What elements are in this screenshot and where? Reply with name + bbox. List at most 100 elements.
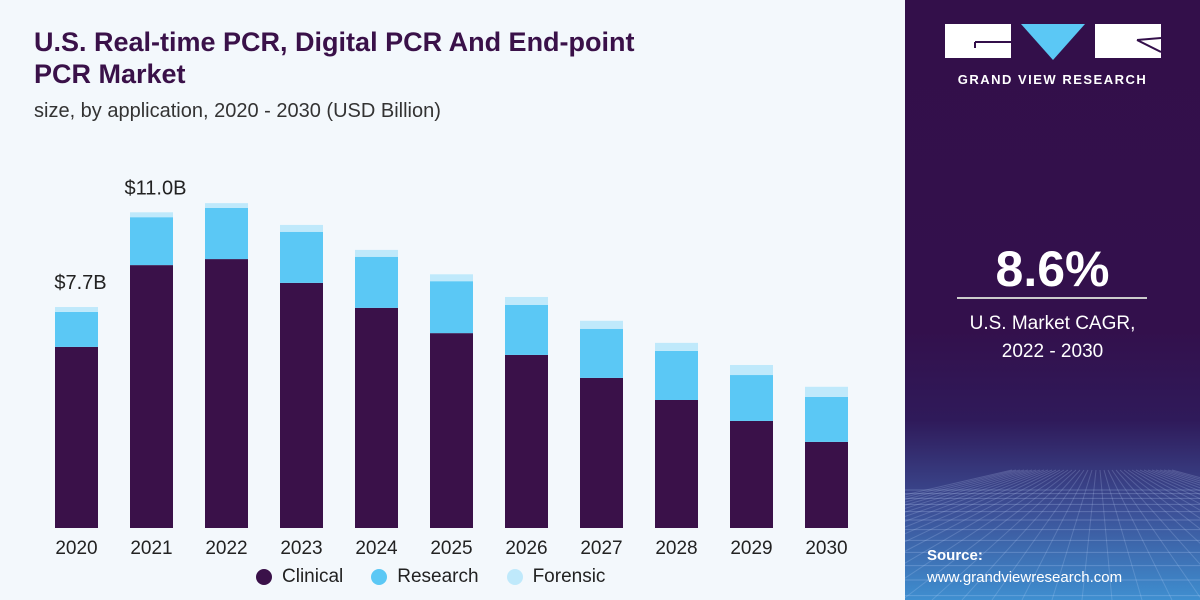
grid-line <box>905 469 1069 579</box>
bar-clinical-2027 <box>580 377 623 528</box>
grid-line <box>1139 469 1200 500</box>
side-panel: GRAND VIEW RESEARCH 8.6% U.S. Market CAG… <box>905 0 1200 600</box>
x-tick-label: 2024 <box>355 538 398 559</box>
grid-line <box>991 469 1085 600</box>
cagr-label-line1: U.S. Market CAGR, <box>969 313 1136 334</box>
grid-line <box>1081 469 1097 600</box>
grid-line <box>1021 469 1089 600</box>
grid-line <box>961 469 1081 600</box>
cagr-value: 8.6% <box>995 241 1110 297</box>
bar-clinical-2021 <box>130 265 173 528</box>
legend-swatch-research <box>371 569 388 585</box>
legend-item-clinical: Clinical <box>256 566 343 588</box>
x-tick-label: 2029 <box>730 538 772 559</box>
grid-line <box>1103 469 1143 600</box>
grid-line <box>905 469 1073 599</box>
bar-research-2024 <box>355 256 398 308</box>
legend-label-research: Research <box>397 566 479 587</box>
grid-line <box>905 469 1045 522</box>
grid-line <box>1143 469 1200 495</box>
grid-line <box>905 469 1017 498</box>
x-tick-label: 2021 <box>130 538 172 559</box>
bar-forensic-2030 <box>805 386 848 397</box>
bar-chart: 2020 $7.7B 2021 $11.0B 2022 2023 2024 2025 2026 2… <box>54 177 848 559</box>
x-tick-label: 2030 <box>805 538 847 559</box>
bar-clinical-2022 <box>205 259 248 528</box>
bar-research-2029 <box>730 375 773 421</box>
grid-line <box>905 469 1061 552</box>
data-label-2021: $11.0B <box>125 177 187 199</box>
x-tick-label: 2026 <box>505 538 547 559</box>
legend: Clinical Research Forensic <box>256 566 605 588</box>
bar-research-2022 <box>205 207 248 260</box>
bar-forensic-2025 <box>430 274 473 282</box>
grid-line <box>1099 469 1113 600</box>
bar-clinical-2029 <box>730 420 773 528</box>
bar-forensic-2028 <box>655 342 698 351</box>
bar-forensic-2024 <box>355 249 398 257</box>
grid-line <box>905 469 1065 564</box>
bar-research-2021 <box>130 217 173 266</box>
grid-background <box>905 469 1200 600</box>
legend-swatch-forensic <box>506 569 523 585</box>
grid-line <box>905 469 1025 503</box>
grid-line <box>1127 469 1200 519</box>
source-label: Source: <box>927 547 983 564</box>
grid-line <box>905 469 1021 500</box>
grid-line <box>1111 469 1200 598</box>
grid-line <box>931 469 1077 600</box>
cagr-label-line2: 2022 - 2030 <box>1001 341 1104 362</box>
divider <box>957 297 1147 299</box>
bar-forensic-2023 <box>280 224 323 232</box>
grid-line <box>1123 469 1200 530</box>
bar-research-2027 <box>580 328 623 378</box>
grid-line <box>1107 469 1173 600</box>
source: Source: www.grandviewresearch.com <box>927 545 1122 589</box>
bar-forensic-2022 <box>205 203 248 208</box>
x-tick-label: 2022 <box>205 538 247 559</box>
x-tick-label: 2028 <box>655 538 697 559</box>
bar-clinical-2020 <box>55 346 98 528</box>
chart-title: U.S. Real-time PCR, Digital PCR And End-… <box>34 27 635 89</box>
chart-subtitle: size, by application, 2020 - 2030 (USD B… <box>34 100 441 122</box>
grid-line <box>1051 469 1093 600</box>
bar-forensic-2021 <box>130 212 173 218</box>
data-label-2020: $7.7B <box>54 272 106 294</box>
bar-research-2028 <box>655 350 698 400</box>
bar-clinical-2024 <box>355 307 398 528</box>
bar-research-2025 <box>430 281 473 334</box>
bar-clinical-2028 <box>655 399 698 528</box>
grid-line <box>1119 469 1200 544</box>
x-tick-label: 2020 <box>55 538 97 559</box>
bar-clinical-2025 <box>430 333 473 528</box>
grid-line <box>1131 469 1200 511</box>
bar-research-2020 <box>55 311 98 347</box>
x-tick-label: 2027 <box>580 538 622 559</box>
grid-line <box>905 469 1029 506</box>
legend-label-forensic: Forensic <box>532 566 606 587</box>
bar-forensic-2029 <box>730 364 773 376</box>
x-tick-label: 2023 <box>280 538 322 559</box>
legend-label-clinical: Clinical <box>282 566 344 587</box>
grid-line <box>905 469 1053 535</box>
x-tick-label: 2025 <box>430 538 472 559</box>
grid-line <box>905 469 1049 528</box>
source-url[interactable]: www.grandviewresearch.com <box>927 569 1123 586</box>
bar-clinical-2023 <box>280 282 323 528</box>
legend-swatch-clinical <box>256 569 272 585</box>
bar-research-2023 <box>280 231 323 283</box>
legend-item-research: Research <box>371 566 479 588</box>
grid-line <box>905 469 1013 496</box>
bar-research-2026 <box>505 305 548 355</box>
grand-view-research-logo <box>945 24 1161 60</box>
bar-clinical-2030 <box>805 441 848 528</box>
bar-forensic-2027 <box>580 320 623 329</box>
grid-line <box>1135 469 1200 505</box>
cagr-label: U.S. Market CAGR, 2022 - 2030 <box>905 310 1200 366</box>
bar-research-2030 <box>805 396 848 442</box>
bar-forensic-2020 <box>55 307 98 312</box>
grid-line <box>905 469 1033 509</box>
grid-line <box>905 469 1041 517</box>
legend-item-forensic: Forensic <box>506 566 606 588</box>
grid-line <box>905 469 1037 513</box>
